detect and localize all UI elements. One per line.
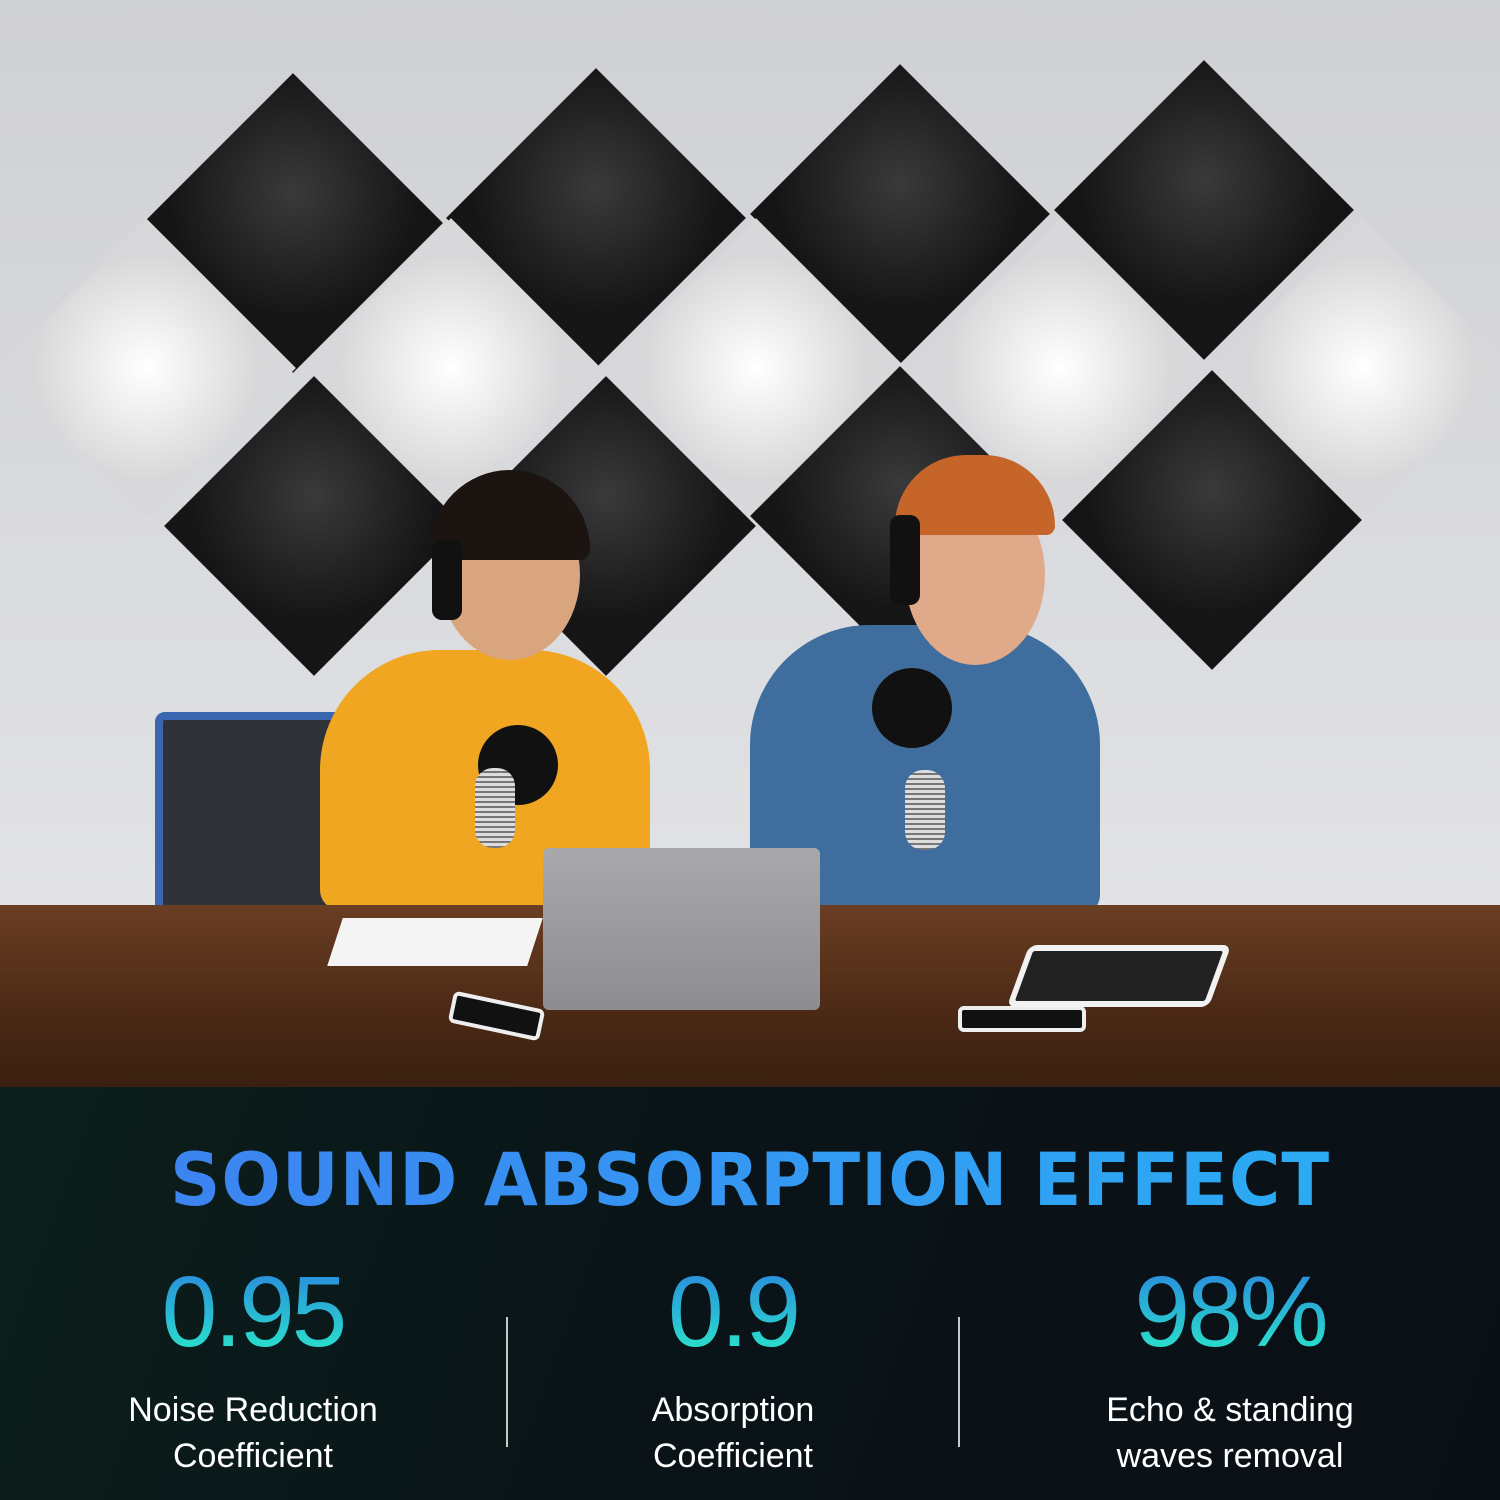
laptop — [543, 848, 820, 1010]
notebook — [327, 918, 543, 966]
absorption-info-panel: SOUND ABSORPTION EFFECT 0.95 Noise Reduc… — [0, 1087, 1500, 1500]
microphone — [905, 770, 945, 850]
product-photo — [0, 0, 1500, 1087]
woman-podcaster — [300, 470, 660, 920]
headline: SOUND ABSORPTION EFFECT — [0, 1137, 1500, 1223]
stat-noise-reduction: 0.95 Noise Reduction Coefficient — [43, 1257, 463, 1479]
smartphone — [958, 1006, 1086, 1032]
divider — [506, 1317, 508, 1447]
stat-value: 98% — [1020, 1257, 1440, 1367]
divider — [958, 1317, 960, 1447]
stat-label: Absorption Coefficient — [651, 1391, 815, 1475]
stat-echo-removal: 98% Echo & standing waves removal — [1020, 1257, 1440, 1479]
stat-absorption: 0.9 Absorption Coefficient — [523, 1257, 943, 1479]
stat-label: Noise Reduction Coefficient — [128, 1391, 378, 1475]
pop-filter — [872, 668, 952, 748]
stat-label: Echo & standing waves removal — [1106, 1391, 1354, 1475]
stat-value: 0.95 — [43, 1257, 463, 1367]
tablet — [1006, 945, 1232, 1007]
microphone — [475, 768, 515, 848]
stat-value: 0.9 — [523, 1257, 943, 1367]
